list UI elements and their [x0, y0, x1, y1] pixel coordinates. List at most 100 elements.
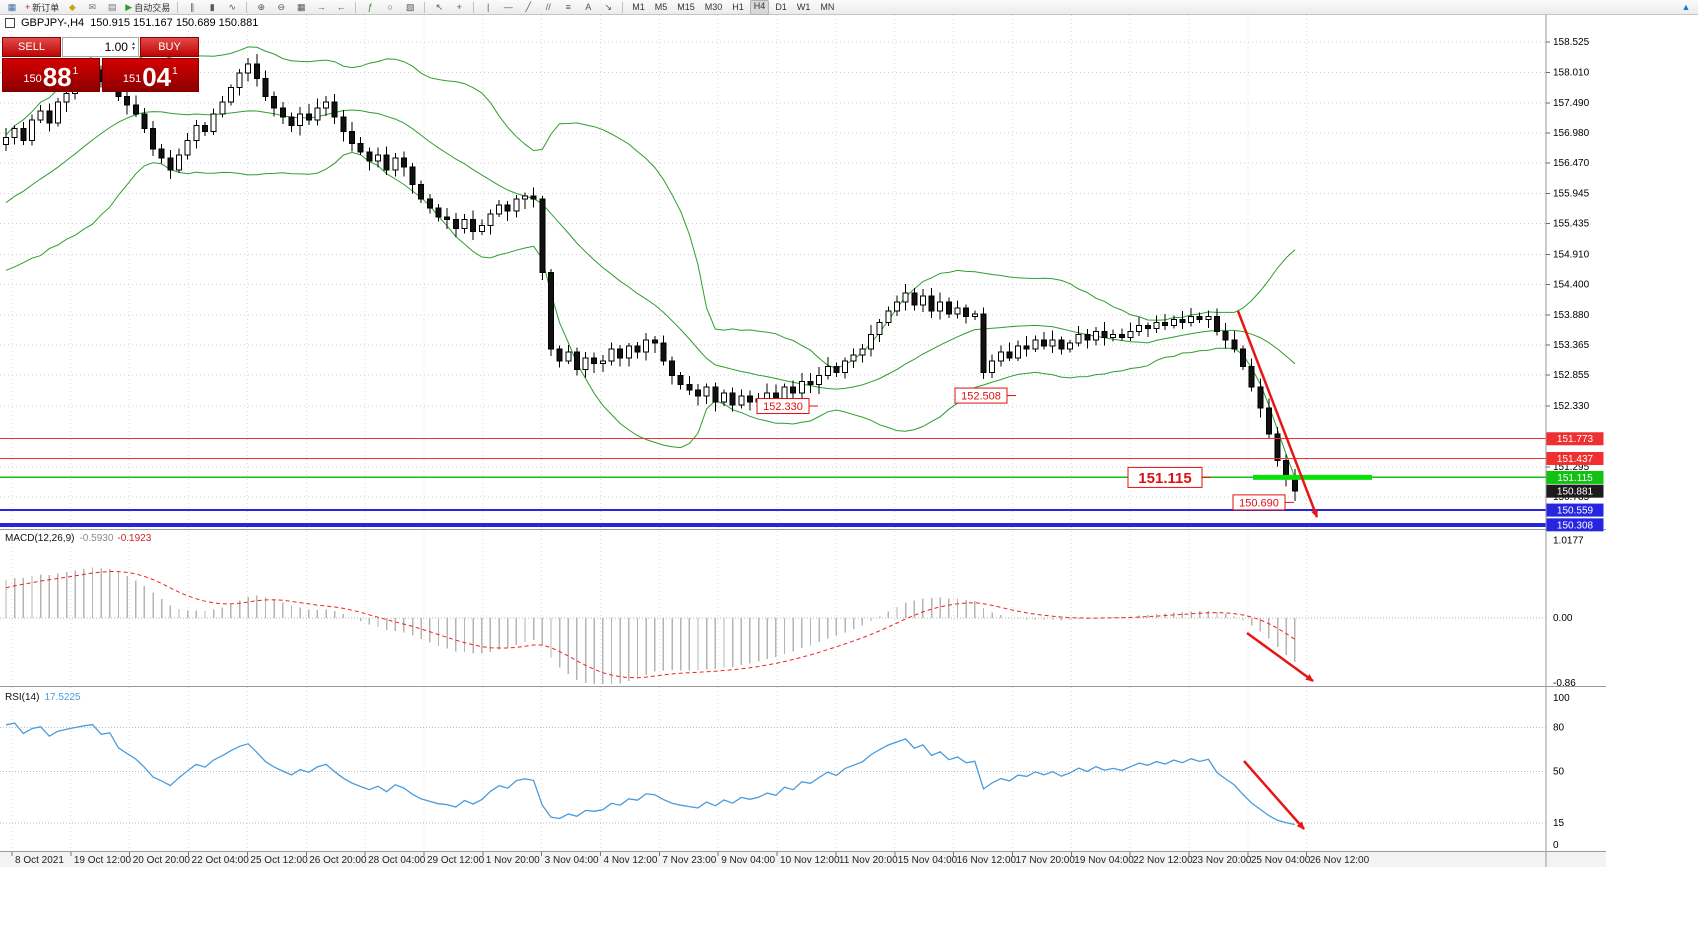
svg-text:50: 50	[1553, 767, 1565, 778]
svg-text:151.115: 151.115	[1557, 473, 1593, 484]
autotrading-button[interactable]: ▶ 自动交易	[123, 1, 172, 14]
chart-symbol-icon	[5, 18, 15, 28]
buy-price-display[interactable]: 151 04 1	[101, 58, 199, 92]
horizontal-line-icon[interactable]: —	[499, 1, 517, 14]
svg-text:153.365: 153.365	[1553, 340, 1590, 351]
tile-windows-icon: ▦	[296, 1, 306, 12]
svg-text:26 Oct 20:00: 26 Oct 20:00	[309, 855, 367, 866]
line-chart-icon: ∿	[228, 1, 236, 12]
timeframe-h1-button[interactable]: H1	[732, 1, 744, 12]
price-callout[interactable]: 152.508	[954, 387, 1016, 404]
arrow-objects-icon[interactable]: ↘	[599, 1, 617, 14]
svg-text:25 Oct 12:00: 25 Oct 12:00	[250, 855, 308, 866]
volume-input[interactable]: 1.00 ▴ ▾	[62, 37, 139, 57]
stepper-up-icon[interactable]: ▴	[131, 41, 135, 47]
svg-text:152.855: 152.855	[1553, 370, 1590, 381]
svg-text:156.980: 156.980	[1553, 128, 1590, 139]
templates-icon[interactable]: ▧	[401, 1, 419, 14]
line-chart-icon[interactable]: ∿	[223, 1, 241, 14]
timeframe-m5-button[interactable]: M5	[654, 1, 668, 12]
arrow-objects-icon: ↘	[604, 1, 612, 12]
timeframe-d1-button[interactable]: D1	[775, 1, 787, 12]
fibonacci-icon[interactable]: ≡	[559, 1, 577, 14]
svg-text:100: 100	[1553, 693, 1570, 704]
vertical-line-icon[interactable]: |	[479, 1, 497, 14]
svg-text:0.00: 0.00	[1553, 613, 1573, 624]
svg-text:150.308: 150.308	[1557, 520, 1594, 531]
svg-text:152.330: 152.330	[763, 401, 803, 413]
price-scale-tag: 151.773	[1546, 432, 1604, 446]
stepper-down-icon[interactable]: ▾	[131, 46, 135, 52]
price-callout[interactable]: 152.330	[756, 398, 818, 415]
timeframe-m15-button[interactable]: M15	[677, 1, 695, 12]
macd-indicator-label: MACD(12,26,9) -0.5930 -0.1923	[5, 533, 151, 544]
auto-scroll-icon[interactable]: →	[312, 1, 330, 14]
app-logo-icon: ▲	[1681, 1, 1691, 12]
sell-price-prefix: 150	[23, 73, 42, 85]
new-order-button-label: 新订单	[32, 2, 60, 13]
terminal-icon[interactable]: ▤	[103, 1, 121, 14]
svg-text:16 Nov 12:00: 16 Nov 12:00	[957, 855, 1017, 866]
mailbox-icon[interactable]: ✉	[83, 1, 101, 14]
one-click-trading-panel: SELL 1.00 ▴ ▾ BUY 150 88 1 151 04 1	[2, 37, 199, 92]
price-scale-tag: 151.437	[1546, 451, 1604, 465]
horizontal-lines-layer[interactable]	[0, 438, 1546, 527]
price-scale[interactable]: 158.525 158.010 157.490 156.980 156.470 155.9…	[1546, 37, 1604, 851]
timeframe-m30-button[interactable]: M30	[704, 1, 723, 12]
time-axis[interactable]: 8 Oct 2021 19 Oct 12:00 20 Oct 20:00 22 Oct…	[0, 851, 1606, 867]
equidistant-channel-icon[interactable]: //	[539, 1, 557, 14]
text-label-icon[interactable]: A	[579, 1, 597, 14]
svg-text:1.0177: 1.0177	[1553, 536, 1584, 547]
indicators-icon[interactable]: ƒ	[361, 1, 379, 14]
macd-value-main: -0.5930	[79, 533, 114, 544]
annotation-layer[interactable]: 152.330 152.508 151.115 150.690	[756, 310, 1372, 830]
periods-icon[interactable]: ○	[381, 1, 399, 14]
zoom-in-icon: ⊕	[257, 1, 265, 12]
svg-text:157.490: 157.490	[1553, 98, 1590, 109]
panel-splitters[interactable]	[0, 15, 1606, 867]
indicators-icon: ƒ	[367, 1, 373, 12]
timeframe-w1-button[interactable]: W1	[796, 1, 811, 12]
new-chart-icon[interactable]: ▦	[3, 1, 21, 14]
volume-stepper[interactable]: ▴ ▾	[131, 41, 135, 52]
svg-text:15 Nov 04:00: 15 Nov 04:00	[898, 855, 958, 866]
cursor-icon[interactable]: ↖	[430, 1, 448, 14]
svg-text:26 Nov 12:00: 26 Nov 12:00	[1310, 855, 1370, 866]
svg-text:154.910: 154.910	[1553, 249, 1590, 260]
price-scale-tag: 151.115	[1546, 470, 1604, 484]
zoom-out-icon: ⊖	[277, 1, 285, 12]
svg-text:150.690: 150.690	[1239, 497, 1279, 509]
timeframe-mn-button[interactable]: MN	[820, 1, 835, 12]
bar-chart-icon[interactable]: ∥	[183, 1, 201, 14]
price-callout[interactable]: 150.690	[1232, 494, 1294, 511]
buy-price-prefix: 151	[122, 73, 142, 85]
app-logo-icon[interactable]: ▲	[1677, 1, 1695, 14]
timeframe-m1-button[interactable]: M1	[632, 1, 645, 12]
sell-price-display[interactable]: 150 88 1	[2, 58, 100, 92]
svg-text:-0.86: -0.86	[1553, 678, 1576, 689]
new-order-button[interactable]: + 新订单	[23, 1, 61, 14]
svg-text:10 Nov 12:00: 10 Nov 12:00	[780, 855, 840, 866]
bollinger-bands	[5, 46, 1296, 478]
timeframe-h4-button[interactable]: H4	[749, 0, 770, 15]
sell-button[interactable]: SELL	[2, 37, 61, 57]
chart-canvas[interactable]: 152.330 152.508 151.115 150.690 8 Oct 2021 19…	[0, 15, 1606, 867]
charts-profile-icon[interactable]: ◆	[63, 1, 81, 14]
sell-price-sup: 1	[72, 66, 79, 77]
svg-text:19 Oct 12:00: 19 Oct 12:00	[74, 855, 132, 866]
tile-windows-icon[interactable]: ▦	[292, 1, 310, 14]
crosshair-icon: +	[456, 1, 462, 12]
svg-text:150.559: 150.559	[1557, 506, 1594, 517]
buy-button[interactable]: BUY	[140, 37, 199, 57]
chart-shift-icon[interactable]: ←	[332, 1, 350, 14]
svg-text:151.773: 151.773	[1557, 434, 1594, 445]
crosshair-icon[interactable]: +	[450, 1, 468, 14]
svg-text:9 Nov 04:00: 9 Nov 04:00	[721, 855, 775, 866]
vertical-line-icon: |	[487, 1, 490, 12]
price-callout[interactable]: 151.115	[1127, 466, 1211, 488]
zoom-in-icon[interactable]: ⊕	[252, 1, 270, 14]
svg-text:22 Oct 04:00: 22 Oct 04:00	[192, 855, 250, 866]
zoom-out-icon[interactable]: ⊖	[272, 1, 290, 14]
trendline-icon[interactable]: ╱	[519, 1, 537, 14]
candlestick-chart-icon[interactable]: ▮	[203, 1, 221, 14]
